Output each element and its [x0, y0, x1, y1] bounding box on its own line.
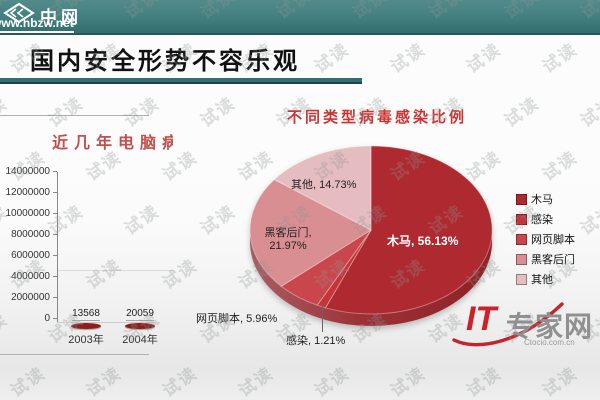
pie-chart: [249, 145, 493, 326]
watermark-text: 试读: [311, 363, 354, 400]
bar-chart-x-label: 2003年: [68, 334, 104, 346]
footer-logo-domain: Ctocio.com.cn: [524, 338, 575, 347]
pie-label-heikehoumen-line1: 黑客后门,: [264, 227, 312, 239]
watermark-text: 试读: [387, 39, 430, 77]
bar-chart-title: 近几年电脑病: [52, 135, 173, 152]
bar-chart-y-tick-label: 0: [44, 313, 50, 324]
pie-slice-黑客后门: [249, 178, 373, 287]
legend-swatch-icon: [516, 193, 527, 205]
bar-chart-x-axis: [57, 322, 160, 323]
pie-label-wangyejiaoben: 网页脚本, 5.96%: [196, 313, 278, 325]
bar-chart-y-tickmark: [53, 297, 57, 298]
watermark-text: 试读: [501, 93, 544, 131]
bar-value-label: 13568: [72, 308, 100, 321]
site-url: www.hbzw.net: [0, 16, 74, 33]
legend-label: 木马: [531, 194, 553, 206]
footer-logo: IT 专家网 Ctocio.com.cn: [450, 296, 600, 354]
bar-chart: 近几年电脑病 0 2000000 4000000 6000000 8000000 1000…: [0, 115, 176, 355]
bar-chart-bar-group: 20059: [112, 303, 168, 329]
bar-chart-y-tickmark: [53, 171, 57, 172]
legend-item: 木马: [516, 193, 575, 206]
legend-item: 其他: [516, 273, 575, 286]
bar-chart-y-tick-label: 6000000: [11, 250, 50, 261]
pie-legend: 木马感染网页脚本黑客后门其他: [516, 193, 575, 293]
logo-swoosh-icon: [452, 302, 564, 347]
bar-chart-x-label: 2004年: [122, 334, 158, 346]
bar-chart-y-tickmark: [53, 234, 57, 235]
footer-logo-it: IT: [466, 300, 497, 338]
bar-chart-gridline: [58, 270, 175, 271]
pie-chart-title: 不同类型病毒感染比例: [287, 109, 468, 126]
watermark-text: 试读: [197, 93, 240, 131]
watermark-text: 试读: [539, 39, 582, 77]
watermark-text: 试读: [463, 39, 506, 77]
pie-label-ganran: 感染, 1.21%: [286, 335, 346, 347]
footer-logo-name: 专家网: [506, 311, 594, 342]
pie-leader-line: [322, 303, 323, 332]
watermark-text: 试读: [7, 363, 50, 400]
bar-chart-y-axis: [57, 172, 58, 323]
watermark-text: 试读: [539, 147, 582, 185]
bar-chart-y-tickmark: [53, 213, 57, 214]
bar-chart-y-tick-label: 2000000: [11, 292, 50, 303]
watermark-text: 试读: [235, 363, 278, 400]
pie-slice-感染: [316, 229, 372, 309]
pie-label-heikehoumen-line2: 21.97%: [269, 240, 307, 252]
legend-item: 黑客后门: [516, 253, 575, 266]
legend-label: 网页脚本: [531, 234, 575, 246]
watermark-text: 试读: [577, 93, 600, 131]
bar-chart-bar-group: 13568: [60, 303, 112, 329]
pie-label-heikehoumen: 黑客后门, 21.97%: [250, 227, 326, 253]
site-logo-icon: [3, 2, 35, 24]
bar-chart-y-tick-label: 4000000: [11, 271, 50, 282]
site-header: 中网 www.hbzw.net: [0, 0, 600, 35]
bar-shape: [125, 323, 155, 329]
bar-chart-y-tick-label: 12000000: [5, 187, 51, 198]
pie-label-muma: 木马, 56.13%: [387, 234, 459, 248]
legend-swatch-icon: [516, 253, 527, 265]
watermark-text: 试读: [311, 39, 354, 77]
legend-item: 感染: [516, 213, 575, 226]
legend-item: 网页脚本: [516, 233, 575, 246]
legend-label: 感染: [531, 214, 553, 226]
bar-chart-border-top: [0, 115, 149, 116]
pie-slice-其他: [273, 145, 372, 231]
bar-chart-y-tickmark: [53, 276, 57, 277]
watermark-text: 试读: [387, 363, 430, 400]
bar-chart-border-bottom: [0, 354, 149, 355]
watermark-text: 试读: [463, 363, 506, 400]
bar-chart-y-tick-label: 10000000: [5, 208, 51, 219]
legend-swatch-icon: [516, 233, 527, 245]
bar-chart-y-tick-label: 8000000: [11, 229, 50, 240]
bar-chart-y-tickmark: [53, 255, 57, 256]
bar-value-label: 20059: [126, 308, 154, 321]
pie-label-qita: 其他, 14.73%: [291, 179, 357, 191]
bar-chart-y-tickmark: [53, 192, 57, 193]
bar-chart-y-tickmark: [53, 318, 57, 319]
bar-shape: [71, 323, 101, 329]
watermark-text: 试读: [539, 363, 582, 400]
title-underline: [0, 78, 362, 84]
watermark-text: 试读: [159, 363, 202, 400]
watermark-text: 试读: [83, 363, 126, 400]
bar-chart-y-tick-label: 14000000: [5, 166, 51, 177]
watermark-text: 试读: [577, 201, 600, 239]
watermark-text: 试读: [197, 201, 240, 239]
legend-label: 其他: [531, 274, 553, 286]
pie-slice-木马: [324, 145, 493, 315]
legend-swatch-icon: [516, 273, 527, 285]
legend-label: 黑客后门: [531, 254, 575, 266]
site-name: 中网: [40, 8, 82, 27]
pie-slice-网页脚本: [280, 229, 372, 306]
legend-swatch-icon: [516, 213, 527, 225]
page-title: 国内安全形势不容乐观: [30, 48, 300, 75]
